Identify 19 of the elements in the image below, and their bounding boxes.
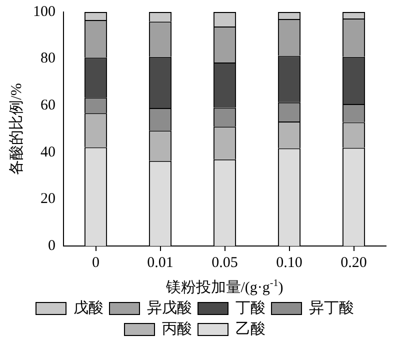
legend-label: 异丁酸	[309, 299, 354, 316]
x-axis-title: 镁粉投加量/(g·g$^{-1}$)	[166, 277, 284, 297]
legend-label: 戊酸	[74, 299, 104, 316]
x-tick-label: 0.10	[276, 254, 302, 271]
legend-label: 丁酸	[236, 299, 266, 316]
y-axis-title: 各酸的比例/%	[8, 83, 25, 175]
x-tick-label: 0.20	[340, 254, 367, 271]
legend-label: 丙酸	[162, 320, 192, 338]
x-tick-label: 0.01	[147, 254, 174, 271]
x-tick-label: 0.05	[212, 254, 238, 271]
x-tick-label: 0	[92, 254, 100, 271]
y-tick-label: 100	[33, 4, 56, 20]
y-tick-label: 0	[48, 238, 56, 254]
y-tick-label: 60	[40, 98, 56, 114]
y-tick-label: 40	[40, 144, 56, 160]
y-tick-label: 20	[40, 191, 56, 208]
y-tick-label: 80	[40, 50, 56, 67]
legend-label: 异戊酸	[147, 299, 192, 316]
legend-label: 乙酸	[236, 320, 266, 338]
